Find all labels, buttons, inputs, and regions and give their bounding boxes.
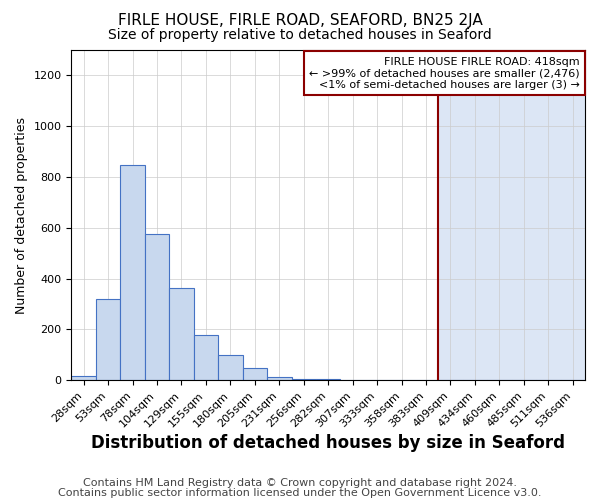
- Text: Contains HM Land Registry data © Crown copyright and database right 2024.: Contains HM Land Registry data © Crown c…: [83, 478, 517, 488]
- Bar: [292, 378, 316, 380]
- Bar: [218, 356, 242, 380]
- Bar: [438, 50, 585, 380]
- Bar: [242, 368, 267, 380]
- Bar: [71, 376, 96, 380]
- Bar: [169, 288, 194, 380]
- Y-axis label: Number of detached properties: Number of detached properties: [15, 116, 28, 314]
- Text: FIRLE HOUSE FIRLE ROAD: 418sqm
← >99% of detached houses are smaller (2,476)
<1%: FIRLE HOUSE FIRLE ROAD: 418sqm ← >99% of…: [309, 56, 580, 90]
- Bar: [267, 376, 292, 380]
- Text: Contains public sector information licensed under the Open Government Licence v3: Contains public sector information licen…: [58, 488, 542, 498]
- Text: FIRLE HOUSE, FIRLE ROAD, SEAFORD, BN25 2JA: FIRLE HOUSE, FIRLE ROAD, SEAFORD, BN25 2…: [118, 12, 482, 28]
- Bar: [96, 300, 121, 380]
- Bar: [145, 234, 169, 380]
- Bar: [194, 334, 218, 380]
- X-axis label: Distribution of detached houses by size in Seaford: Distribution of detached houses by size …: [91, 434, 565, 452]
- Bar: [121, 165, 145, 380]
- Text: Size of property relative to detached houses in Seaford: Size of property relative to detached ho…: [108, 28, 492, 42]
